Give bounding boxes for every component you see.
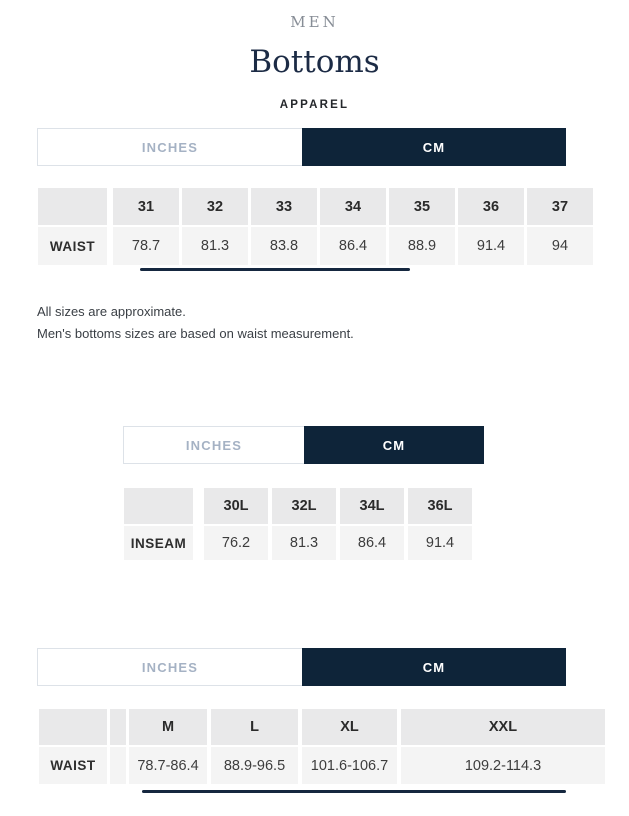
value-cell: 101.6-106.7 (302, 747, 397, 784)
row-label: WAIST (39, 747, 107, 784)
table-3-scroll-track (37, 790, 566, 793)
column-header: 33 (251, 188, 317, 225)
value-cell: 78.7 (113, 227, 179, 265)
column-header: XL (302, 709, 397, 745)
note-line: All sizes are approximate. (37, 304, 186, 319)
cm-tab-3[interactable]: CM (302, 648, 566, 686)
column-header: 32L (272, 488, 336, 524)
column-header: L (211, 709, 298, 745)
unit-toggle-2: INCHES CM (123, 426, 484, 464)
inches-tab-1[interactable]: INCHES (38, 129, 302, 165)
cm-tab-2[interactable]: CM (304, 426, 484, 464)
column-header: 36 (458, 188, 524, 225)
table-header-row: M L XL XXL (37, 709, 629, 745)
corner-cell (39, 709, 107, 745)
partial-column-cell (110, 709, 126, 745)
note-line: Men's bottoms sizes are based on waist m… (37, 326, 354, 341)
value-cell: 91.4 (408, 526, 472, 560)
apparel-subtitle: APPAREL (279, 99, 350, 111)
column-header: 34L (340, 488, 404, 524)
column-header: 31 (113, 188, 179, 225)
table-value-row: INSEAM 76.2 81.3 86.4 91.4 (123, 526, 629, 560)
column-header: 32 (182, 188, 248, 225)
column-header: 36L (408, 488, 472, 524)
table-value-row: WAIST 78.7 81.3 83.8 86.4 88.9 91.4 94 (37, 227, 629, 265)
size-notes: All sizes are approximate. Men's bottoms… (37, 301, 629, 345)
value-cell: 78.7-86.4 (129, 747, 207, 784)
value-cell: 91.4 (458, 227, 524, 265)
column-header: XXL (401, 709, 605, 745)
value-cell: 86.4 (320, 227, 386, 265)
value-cell: 109.2-114.3 (401, 747, 605, 784)
value-cell: 86.4 (340, 526, 404, 560)
column-header: M (129, 709, 207, 745)
value-cell: 81.3 (182, 227, 248, 265)
value-cell: 88.9 (389, 227, 455, 265)
corner-cell (38, 188, 107, 225)
corner-cell (124, 488, 193, 524)
column-header: 34 (320, 188, 386, 225)
waist-letter-table: M L XL XXL WAIST 78.7-86.4 88.9-96.5 101… (37, 709, 629, 784)
column-header: 30L (204, 488, 268, 524)
row-label: INSEAM (124, 526, 193, 560)
partial-column-cell (110, 747, 126, 784)
table-value-row: WAIST 78.7-86.4 88.9-96.5 101.6-106.7 10… (37, 747, 629, 784)
column-header: 37 (527, 188, 593, 225)
category-label: MEN (290, 13, 339, 31)
table-1-scroll-track (37, 268, 566, 271)
column-header: 35 (389, 188, 455, 225)
unit-toggle-1: INCHES CM (37, 128, 566, 166)
value-cell: 83.8 (251, 227, 317, 265)
table-header-row: 30L 32L 34L 36L (123, 488, 629, 524)
value-cell: 76.2 (204, 526, 268, 560)
unit-toggle-3: INCHES CM (37, 648, 566, 686)
cm-tab-1[interactable]: CM (302, 128, 566, 166)
table-3-scrollbar-thumb[interactable] (142, 790, 566, 793)
page-title: Bottoms (249, 44, 380, 80)
value-cell: 88.9-96.5 (211, 747, 298, 784)
row-label: WAIST (38, 227, 107, 265)
table-1-scrollbar-thumb[interactable] (140, 268, 410, 271)
waist-number-table: 31 32 33 34 35 36 37 WAIST 78.7 81.3 83.… (37, 188, 629, 265)
inches-tab-2[interactable]: INCHES (124, 427, 304, 463)
table-header-row: 31 32 33 34 35 36 37 (37, 188, 629, 225)
inches-tab-3[interactable]: INCHES (38, 649, 302, 685)
value-cell: 94 (527, 227, 593, 265)
value-cell: 81.3 (272, 526, 336, 560)
inseam-table: 30L 32L 34L 36L INSEAM 76.2 81.3 86.4 91… (123, 488, 629, 560)
